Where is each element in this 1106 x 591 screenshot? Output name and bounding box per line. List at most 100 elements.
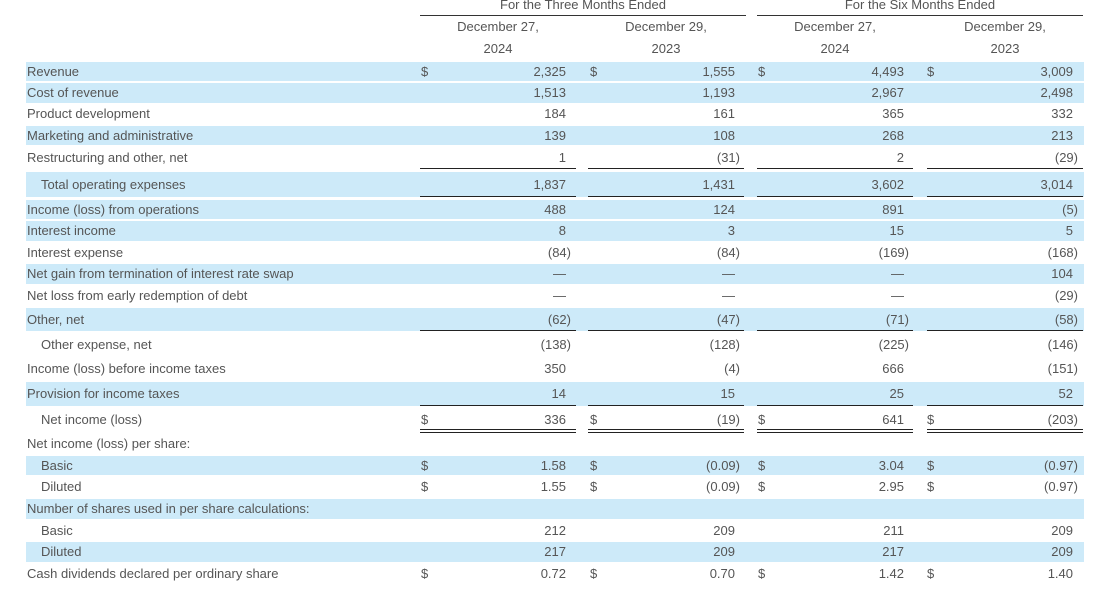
value-cell: 212 [544, 523, 566, 538]
dollar-sign: $ [758, 566, 766, 581]
table-row: Revenue $2,325 $1,555 $4,493 $3,009 [26, 62, 1084, 81]
row-label: Provision for income taxes [27, 386, 180, 401]
value-cell: 350 [544, 361, 566, 376]
dollar-sign: $ [758, 64, 766, 79]
value-cell: 1.55 [540, 479, 566, 494]
value-cell: 5 [1065, 223, 1073, 238]
table-row: Net income (loss) $336 $ (19) $641 $ (203) [26, 408, 1084, 431]
row-label: Diluted [41, 479, 82, 494]
value-cell: 25 [889, 386, 904, 401]
column-header-year: 2023 [651, 41, 681, 56]
group-header-rule [420, 15, 746, 16]
table-row: Interest income 8 3 15 5 [26, 221, 1084, 241]
value-cell: 4,493 [871, 64, 904, 79]
dollar-sign: $ [927, 479, 935, 494]
value-cell: 1,431 [702, 177, 735, 192]
row-label: Cash dividends declared per ordinary sha… [27, 566, 279, 581]
row-label: Restructuring and other, net [27, 150, 188, 165]
value-cell: 2,498 [1040, 85, 1073, 100]
subtotal-underline [927, 168, 1083, 169]
value-cell: (84) [547, 245, 571, 260]
value-cell: 161 [713, 106, 735, 121]
value-cell: 666 [882, 361, 904, 376]
row-label: Interest expense [27, 245, 124, 260]
value-cell: 8 [558, 223, 566, 238]
subtotal-underline [420, 405, 576, 406]
table-row: Income (loss) before income taxes 350 (4) 6… [26, 359, 1084, 378]
value-cell: 213 [1051, 128, 1073, 143]
row-label: Net loss from early redemption of debt [27, 288, 248, 303]
value-cell: 1.42 [878, 566, 904, 581]
row-label: Basic [41, 458, 73, 473]
value-cell: (29) [1054, 288, 1078, 303]
dollar-sign: $ [421, 566, 429, 581]
value-cell: — [722, 288, 735, 303]
value-cell: 2,325 [533, 64, 566, 79]
subtotal-underline [927, 196, 1083, 197]
value-cell: (0.09) [706, 458, 740, 473]
value-cell: 336 [544, 412, 566, 427]
value-cell: 3,602 [871, 177, 904, 192]
value-cell: 2.95 [878, 479, 904, 494]
row-label: Net income (loss) [41, 412, 143, 427]
value-cell: (47) [716, 312, 740, 327]
table-row: Provision for income taxes 14 15 25 52 [26, 382, 1084, 406]
value-cell: 1 [558, 150, 566, 165]
subtotal-underline [927, 330, 1083, 331]
dollar-sign: $ [590, 566, 598, 581]
value-cell: 139 [544, 128, 566, 143]
dollar-sign: $ [590, 458, 598, 473]
table-row: Marketing and administrative 139 108 268 213 [26, 126, 1084, 145]
value-cell: 332 [1051, 106, 1073, 121]
value-cell: 1.40 [1047, 566, 1073, 581]
table-row: Basic $1.58 $ (0.09) $3.04 $ (0.97) [26, 456, 1084, 475]
column-header-year: 2024 [483, 41, 513, 56]
table-row: Cash dividends declared per ordinary sha… [26, 564, 1084, 584]
value-cell: (0.97) [1044, 458, 1078, 473]
row-label: Income (loss) before income taxes [27, 361, 226, 376]
row-label: Product development [27, 106, 150, 121]
value-cell: (203) [1047, 412, 1078, 427]
column-header-date: December 29, [964, 19, 1046, 34]
dollar-sign: $ [421, 412, 429, 427]
value-cell: 3 [727, 223, 735, 238]
table-row: Number of shares used in per share calcu… [26, 499, 1084, 519]
subtotal-underline [588, 168, 744, 169]
column-header-date: December 27, [457, 19, 539, 34]
double-underline [588, 429, 744, 433]
value-cell: (5) [1062, 202, 1078, 217]
subtotal-underline [757, 330, 913, 331]
table-row: Interest expense (84) (84) (169) (168) [26, 243, 1084, 262]
value-cell: 641 [882, 412, 904, 427]
dollar-sign: $ [590, 479, 598, 494]
subtotal-underline [588, 196, 744, 197]
table-row: Income (loss) from operations 488 124 891 (5… [26, 200, 1084, 219]
group-header-rule [757, 15, 1083, 16]
dollar-sign: $ [590, 412, 598, 427]
table-row: Diluted $1.55 $ (0.09) $2.95 $ (0.97) [26, 477, 1084, 496]
value-cell: 3,009 [1040, 64, 1073, 79]
row-label: Cost of revenue [27, 85, 119, 100]
table-row: Product development 184 161 365 332 [26, 104, 1084, 124]
double-underline [757, 429, 913, 433]
value-cell: 52 [1058, 386, 1073, 401]
value-cell: 14 [551, 386, 566, 401]
table-row: Other expense, net (138) (128) (225) (146) [26, 334, 1084, 356]
value-cell: (169) [878, 245, 909, 260]
dollar-sign: $ [758, 479, 766, 494]
subtotal-underline [420, 196, 576, 197]
value-cell: 1.58 [540, 458, 566, 473]
value-cell: 891 [882, 202, 904, 217]
value-cell: — [891, 266, 904, 281]
column-header-date: December 29, [625, 19, 707, 34]
column-header-date: December 27, [794, 19, 876, 34]
row-label: Other expense, net [41, 337, 152, 352]
group-header-six-months: For the Six Months Ended [844, 0, 996, 12]
value-cell: 2 [896, 150, 904, 165]
row-label: Basic [41, 523, 73, 538]
value-cell: 268 [882, 128, 904, 143]
subtotal-underline [757, 168, 913, 169]
dollar-sign: $ [758, 412, 766, 427]
value-cell: (4) [724, 361, 740, 376]
value-cell: 488 [544, 202, 566, 217]
